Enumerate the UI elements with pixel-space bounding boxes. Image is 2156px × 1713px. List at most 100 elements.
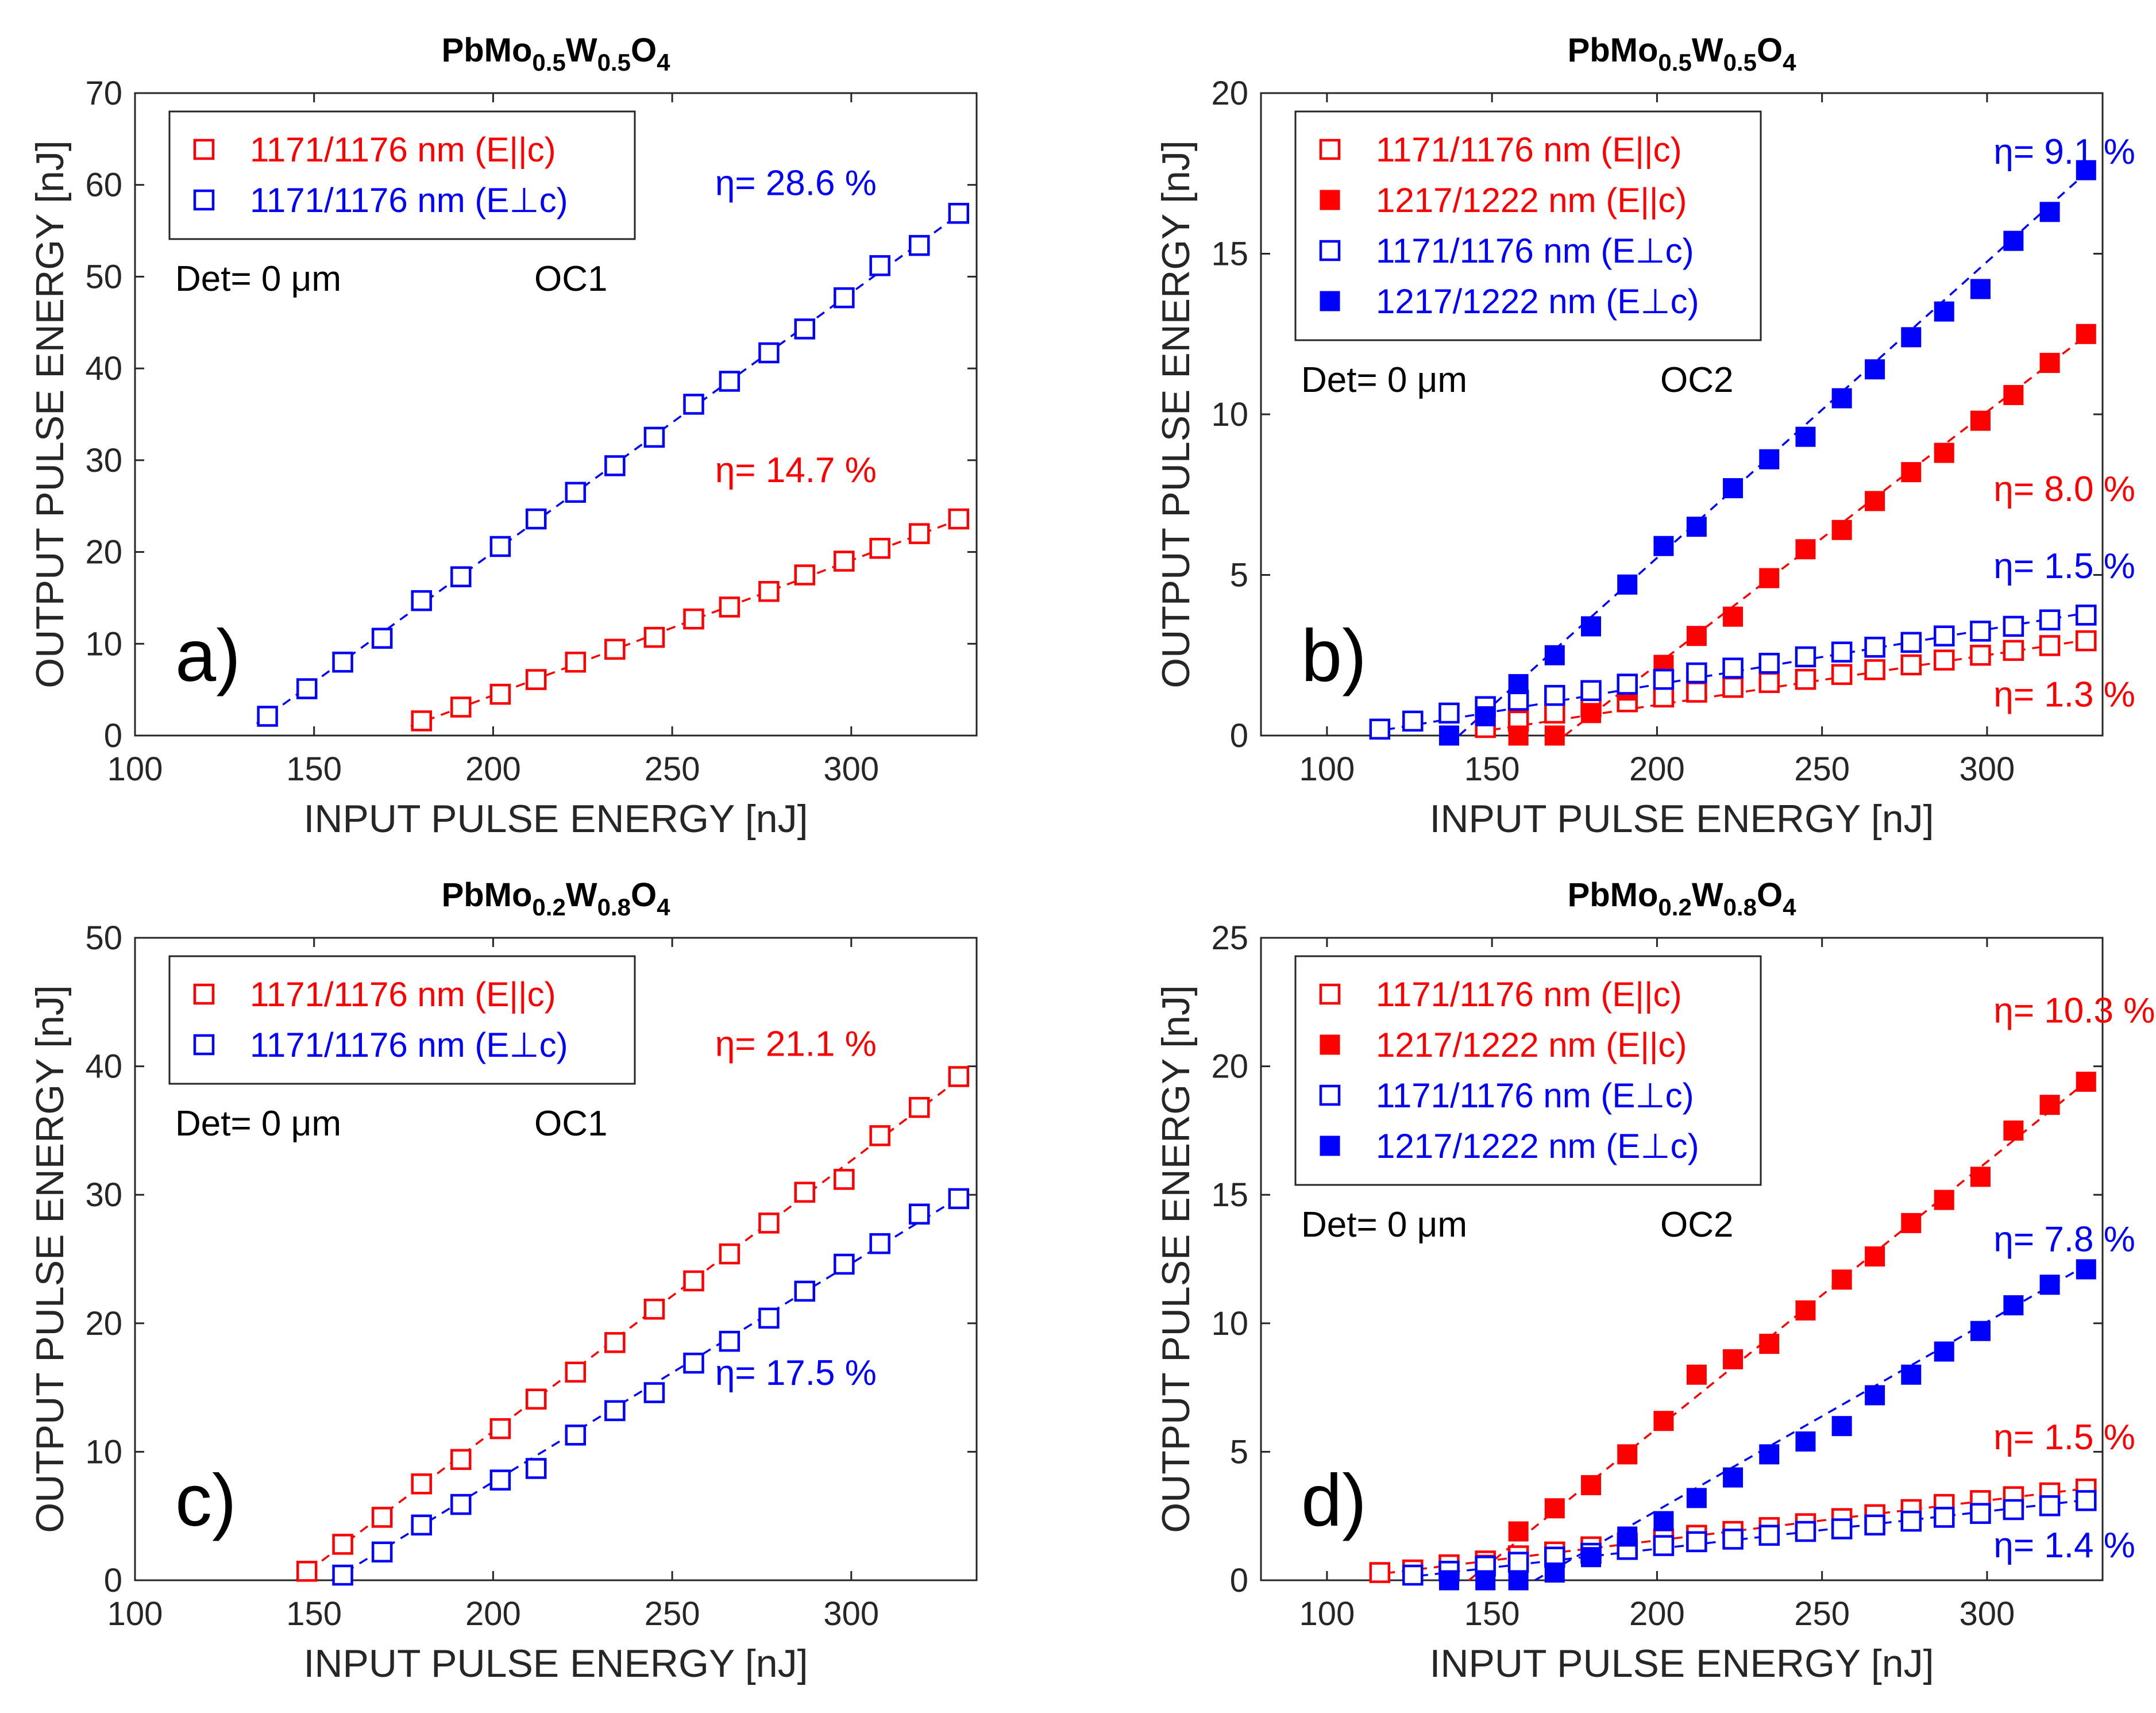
x-tick-label: 150 bbox=[1464, 750, 1520, 788]
data-point bbox=[1901, 1364, 1922, 1385]
x-axis-label: INPUT PULSE ENERGY [nJ] bbox=[1430, 1642, 1934, 1685]
y-tick-label: 60 bbox=[85, 167, 122, 204]
data-point bbox=[1686, 626, 1707, 646]
chart-title-subscript: 0.5 bbox=[1658, 49, 1691, 76]
data-point bbox=[2003, 1295, 2024, 1315]
data-point bbox=[1758, 672, 1780, 694]
data-point bbox=[1617, 673, 1638, 695]
data-point bbox=[1831, 388, 1852, 409]
y-tick-label: 15 bbox=[1211, 1176, 1248, 1214]
data-point bbox=[565, 1361, 587, 1383]
data-point bbox=[1831, 1269, 1852, 1290]
data-point bbox=[604, 1400, 626, 1422]
data-point bbox=[1544, 1498, 1565, 1519]
data-point bbox=[1934, 1190, 1954, 1210]
data-point bbox=[450, 696, 472, 718]
slope-efficiency-label: η= 1.3 % bbox=[1993, 675, 2135, 715]
legend-label: 1171/1176 nm (E||c) bbox=[250, 130, 556, 169]
chart-title-subscript: 4 bbox=[1783, 894, 1796, 921]
chart-title-part: PbMo bbox=[442, 876, 533, 914]
data-point bbox=[525, 1388, 547, 1410]
data-point bbox=[411, 710, 432, 732]
legend-marker bbox=[1320, 291, 1340, 311]
y-tick-label: 0 bbox=[1230, 717, 1248, 755]
y-tick-label: 5 bbox=[1230, 557, 1248, 594]
chart-title-part: W bbox=[1692, 876, 1723, 914]
data-point bbox=[1544, 702, 1565, 724]
chart-title: PbMo0.5W0.5O4 bbox=[1568, 32, 1797, 76]
x-tick-label: 100 bbox=[107, 1595, 163, 1633]
data-point bbox=[1901, 327, 1922, 348]
panel-label: d) bbox=[1301, 1460, 1367, 1542]
data-point bbox=[1831, 519, 1852, 540]
legend-marker bbox=[1319, 1084, 1341, 1106]
data-point bbox=[1653, 1535, 1675, 1556]
data-point bbox=[257, 706, 278, 727]
data-point bbox=[1369, 718, 1391, 740]
info-detuning: Det= 0 μm bbox=[1301, 1205, 1467, 1245]
x-tick-label: 200 bbox=[465, 750, 521, 788]
legend-marker bbox=[193, 138, 215, 160]
chart-title-subscript: 0.8 bbox=[597, 894, 631, 921]
slope-efficiency-label: η= 14.7 % bbox=[715, 451, 877, 490]
chart-title-subscript: 0.5 bbox=[532, 49, 565, 76]
legend-label: 1171/1176 nm (E⊥c) bbox=[250, 1026, 568, 1064]
data-point bbox=[1795, 539, 1816, 560]
data-point bbox=[834, 1253, 855, 1275]
chart-title-part: O bbox=[631, 32, 657, 69]
data-point bbox=[1686, 682, 1707, 703]
data-point bbox=[2039, 1495, 2061, 1516]
data-point bbox=[1933, 649, 1955, 671]
y-tick-label: 25 bbox=[1211, 919, 1248, 957]
chart-title-part: O bbox=[1757, 32, 1783, 69]
data-point bbox=[869, 1125, 890, 1146]
slope-efficiency-label: η= 28.6 % bbox=[715, 163, 877, 203]
chart-title-subscript: 4 bbox=[1783, 49, 1796, 76]
data-point bbox=[1507, 1552, 1529, 1573]
y-tick-label: 15 bbox=[1211, 236, 1248, 273]
fit-line-red bbox=[1468, 1076, 2093, 1581]
data-point bbox=[1864, 637, 1885, 658]
data-point bbox=[1795, 1520, 1816, 1542]
data-point bbox=[1617, 574, 1638, 595]
legend-label: 1217/1222 nm (E⊥c) bbox=[1376, 1127, 1699, 1165]
series-d-3 bbox=[1438, 1259, 2096, 1591]
data-point bbox=[565, 651, 587, 673]
series-a-1 bbox=[257, 202, 970, 727]
info-detuning: Det= 0 μm bbox=[175, 259, 341, 299]
chart-panel-d: 100 150 200 250 300 0 5 10 15 20 25 INPUT PULSE ENE… bbox=[1154, 876, 2155, 1685]
data-point bbox=[794, 564, 816, 586]
series-c-1 bbox=[332, 1188, 970, 1586]
data-point bbox=[1475, 1570, 1496, 1591]
legend-marker bbox=[193, 1034, 215, 1056]
data-point bbox=[1475, 706, 1496, 726]
data-point bbox=[371, 628, 393, 649]
data-point bbox=[1617, 1444, 1638, 1465]
slope-efficiency-label: η= 7.8 % bbox=[1993, 1220, 2135, 1260]
y-tick-label: 0 bbox=[104, 1562, 122, 1599]
data-point bbox=[1686, 1488, 1707, 1508]
y-tick-label: 50 bbox=[85, 919, 122, 957]
y-tick-label: 70 bbox=[85, 75, 122, 112]
data-point bbox=[1759, 449, 1780, 469]
series-c-0 bbox=[296, 1066, 970, 1582]
data-point bbox=[332, 1534, 353, 1555]
data-point bbox=[1831, 1518, 1853, 1539]
data-point bbox=[794, 318, 816, 340]
data-point bbox=[1865, 1385, 1885, 1406]
data-point bbox=[1508, 1521, 1529, 1542]
data-point bbox=[909, 234, 930, 256]
y-tick-label: 40 bbox=[85, 350, 122, 387]
y-tick-label: 20 bbox=[85, 534, 122, 571]
chart-title-part: W bbox=[1692, 32, 1723, 69]
fit-line-blue bbox=[1534, 1260, 2093, 1581]
x-tick-label: 150 bbox=[1464, 1595, 1520, 1633]
data-point bbox=[2076, 1259, 2096, 1280]
data-point bbox=[869, 1233, 890, 1254]
data-point bbox=[1901, 462, 1922, 483]
series-a-0 bbox=[411, 508, 970, 732]
legend-label: 1171/1176 nm (E||c) bbox=[1376, 130, 1682, 169]
data-point bbox=[565, 1425, 587, 1446]
data-point bbox=[525, 508, 547, 530]
data-point bbox=[1831, 1416, 1852, 1437]
